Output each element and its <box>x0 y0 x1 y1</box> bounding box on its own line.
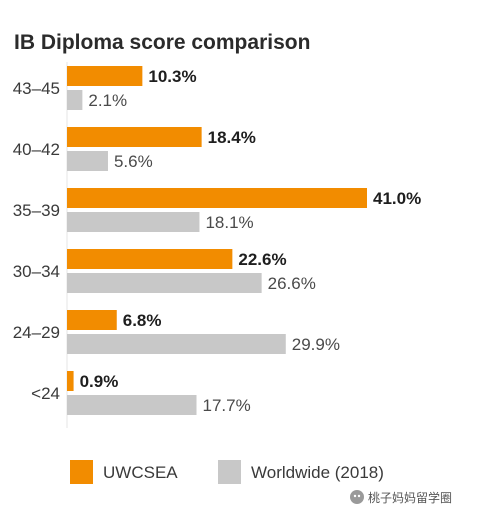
bar-uwcsea <box>67 371 74 391</box>
category-label: <24 <box>31 384 60 403</box>
category-label: 43–45 <box>13 79 60 98</box>
legend-label-uwcsea: UWCSEA <box>103 463 178 482</box>
wechat-icon <box>350 490 364 504</box>
legend-label-worldwide: Worldwide (2018) <box>251 463 384 482</box>
data-label-worldwide: 29.9% <box>292 335 340 354</box>
category-label: 40–42 <box>13 140 60 159</box>
data-label-uwcsea: 22.6% <box>238 250 286 269</box>
data-label-uwcsea: 18.4% <box>208 128 256 147</box>
bar-uwcsea <box>67 310 117 330</box>
bar-uwcsea <box>67 249 233 269</box>
data-label-uwcsea: 10.3% <box>148 67 196 86</box>
legend: UWCSEA Worldwide (2018) <box>70 460 384 484</box>
data-label-worldwide: 2.1% <box>88 91 127 110</box>
legend-swatch-worldwide <box>218 460 241 484</box>
wechat-icon-eye-right <box>357 494 361 498</box>
wechat-icon-eye-left <box>353 494 357 498</box>
watermark-text: 桃子妈妈留学圈 <box>368 490 452 505</box>
bar-worldwide <box>67 334 286 354</box>
data-label-uwcsea: 6.8% <box>123 311 162 330</box>
data-label-worldwide: 18.1% <box>205 213 253 232</box>
bars-group: 43–45 10.3% 2.1% 40–42 18.4% 5.6% 35–39 41.0% 18… <box>13 66 421 415</box>
bar-uwcsea <box>67 66 143 86</box>
data-label-worldwide: 17.7% <box>203 396 251 415</box>
chart-title: IB Diploma score comparison <box>14 31 310 54</box>
category-label: 24–29 <box>13 323 60 342</box>
bar-worldwide <box>67 90 83 110</box>
data-label-worldwide: 26.6% <box>268 274 316 293</box>
bar-uwcsea <box>67 127 202 147</box>
legend-swatch-uwcsea <box>70 460 93 484</box>
category-label: 30–34 <box>13 262 60 281</box>
data-label-uwcsea: 41.0% <box>373 189 421 208</box>
bar-worldwide <box>67 395 197 415</box>
category-label: 35–39 <box>13 201 60 220</box>
bar-worldwide <box>67 273 262 293</box>
bar-uwcsea <box>67 188 367 208</box>
bar-worldwide <box>67 212 200 232</box>
data-label-uwcsea: 0.9% <box>80 372 119 391</box>
watermark: 桃子妈妈留学圈 <box>350 490 452 505</box>
data-label-worldwide: 5.6% <box>114 152 153 171</box>
bar-worldwide <box>67 151 108 171</box>
